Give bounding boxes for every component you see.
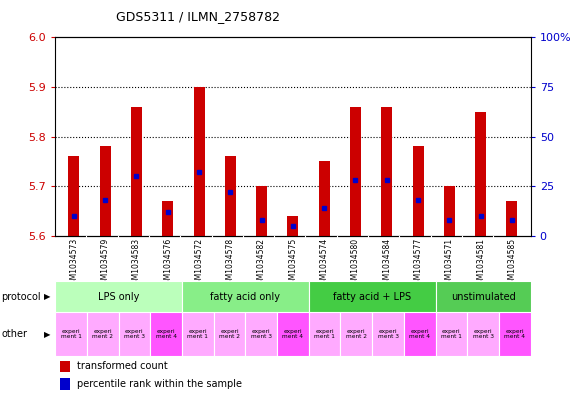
Text: experi
ment 3: experi ment 3 xyxy=(124,329,145,340)
Text: GSM1034578: GSM1034578 xyxy=(226,238,235,289)
Bar xyxy=(444,186,455,236)
Text: experi
ment 4: experi ment 4 xyxy=(505,329,525,340)
Bar xyxy=(55,281,182,312)
Text: experi
ment 4: experi ment 4 xyxy=(282,329,303,340)
Text: GSM1034576: GSM1034576 xyxy=(163,238,172,289)
Text: protocol: protocol xyxy=(1,292,41,302)
Text: GSM1034579: GSM1034579 xyxy=(101,238,110,289)
Bar xyxy=(118,312,150,356)
Text: GSM1034571: GSM1034571 xyxy=(445,238,454,289)
Text: experi
ment 3: experi ment 3 xyxy=(251,329,271,340)
Text: experi
ment 4: experi ment 4 xyxy=(155,329,176,340)
Text: experi
ment 1: experi ment 1 xyxy=(60,329,81,340)
Text: transformed count: transformed count xyxy=(77,362,167,371)
Bar xyxy=(340,312,372,356)
Text: GSM1034573: GSM1034573 xyxy=(70,238,78,289)
Bar xyxy=(60,360,70,373)
Bar xyxy=(506,201,517,236)
Bar xyxy=(499,312,531,356)
Bar xyxy=(194,87,205,236)
Bar xyxy=(256,186,267,236)
Text: experi
ment 3: experi ment 3 xyxy=(473,329,494,340)
Bar xyxy=(245,312,277,356)
Bar xyxy=(213,312,245,356)
Bar xyxy=(131,107,142,236)
Text: fatty acid only: fatty acid only xyxy=(211,292,280,302)
Bar xyxy=(277,312,309,356)
Bar xyxy=(100,147,111,236)
Bar xyxy=(225,156,236,236)
Text: experi
ment 4: experi ment 4 xyxy=(409,329,430,340)
Text: experi
ment 1: experi ment 1 xyxy=(441,329,462,340)
Text: GSM1034581: GSM1034581 xyxy=(476,238,485,289)
Text: experi
ment 1: experi ment 1 xyxy=(314,329,335,340)
Text: GSM1034582: GSM1034582 xyxy=(257,238,266,289)
Bar xyxy=(467,312,499,356)
Text: experi
ment 2: experi ment 2 xyxy=(219,329,240,340)
Bar xyxy=(319,162,329,236)
Bar xyxy=(436,312,467,356)
Text: ▶: ▶ xyxy=(44,292,50,301)
Text: experi
ment 2: experi ment 2 xyxy=(92,329,113,340)
Text: experi
ment 1: experi ment 1 xyxy=(187,329,208,340)
Text: GDS5311 / ILMN_2758782: GDS5311 / ILMN_2758782 xyxy=(116,10,280,23)
Bar xyxy=(87,312,118,356)
Text: other: other xyxy=(1,329,27,339)
Text: experi
ment 2: experi ment 2 xyxy=(346,329,367,340)
Text: percentile rank within the sample: percentile rank within the sample xyxy=(77,379,241,389)
Bar xyxy=(475,112,486,236)
Bar xyxy=(436,281,531,312)
Text: experi
ment 3: experi ment 3 xyxy=(378,329,398,340)
Text: ▶: ▶ xyxy=(44,330,50,338)
Bar xyxy=(372,312,404,356)
Bar xyxy=(60,378,70,390)
Bar xyxy=(55,312,87,356)
Bar xyxy=(309,312,340,356)
Bar xyxy=(182,281,309,312)
Text: GSM1034583: GSM1034583 xyxy=(132,238,141,289)
Bar xyxy=(404,312,436,356)
Bar xyxy=(412,147,423,236)
Bar xyxy=(68,156,79,236)
Text: GSM1034584: GSM1034584 xyxy=(382,238,392,289)
Bar xyxy=(309,281,436,312)
Bar xyxy=(150,312,182,356)
Text: GSM1034575: GSM1034575 xyxy=(288,238,298,289)
Text: GSM1034580: GSM1034580 xyxy=(351,238,360,289)
Bar xyxy=(288,216,298,236)
Text: GSM1034574: GSM1034574 xyxy=(320,238,329,289)
Bar xyxy=(182,312,213,356)
Bar xyxy=(350,107,361,236)
Text: GSM1034572: GSM1034572 xyxy=(194,238,204,289)
Text: LPS only: LPS only xyxy=(98,292,139,302)
Text: GSM1034577: GSM1034577 xyxy=(414,238,423,289)
Text: unstimulated: unstimulated xyxy=(451,292,516,302)
Text: GSM1034585: GSM1034585 xyxy=(508,238,516,289)
Bar xyxy=(162,201,173,236)
Text: fatty acid + LPS: fatty acid + LPS xyxy=(333,292,411,302)
Bar xyxy=(381,107,392,236)
